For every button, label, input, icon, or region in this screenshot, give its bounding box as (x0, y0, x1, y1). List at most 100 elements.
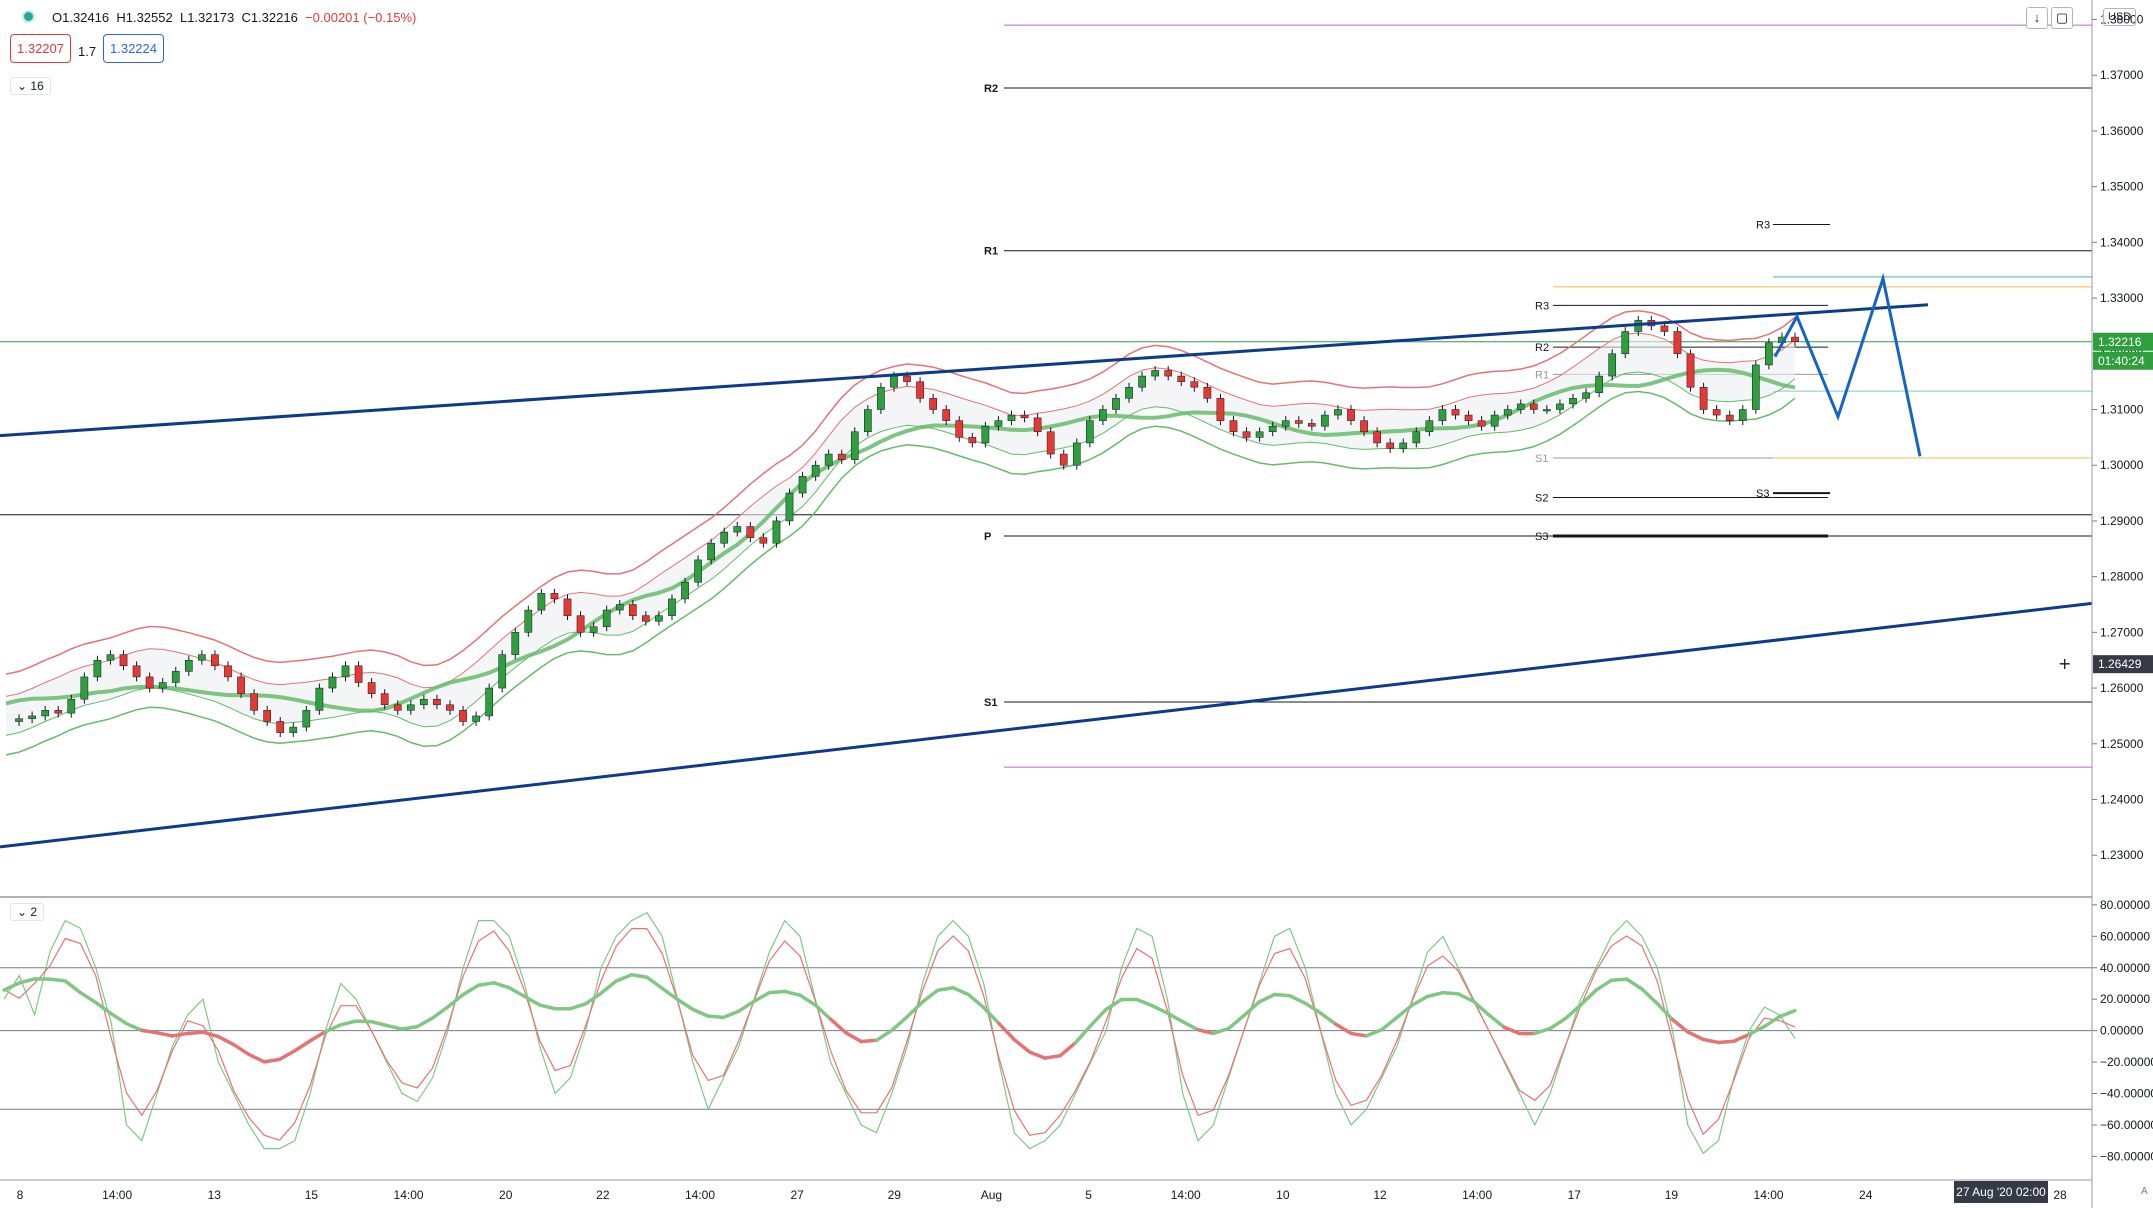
oscillator-signal-segment (798, 993, 818, 1007)
candle-up (994, 420, 1003, 427)
chevron-down-icon: ⌄ (17, 79, 28, 93)
price-tick-label: 1.36000 (2100, 124, 2144, 138)
oscillator-signal-segment (752, 990, 772, 1004)
candle-up (1112, 398, 1120, 410)
candle-down (1660, 325, 1669, 332)
trendlines[interactable] (0, 303, 2093, 849)
candle-up (420, 698, 428, 706)
time-tick-label: 10 (1276, 1188, 1290, 1202)
candle-down (1725, 414, 1734, 421)
trendline[interactable] (0, 601, 2093, 849)
upper-band-red (5, 310, 1796, 675)
oscillator-signal-segment (1410, 994, 1430, 1007)
oscillator-signal-segment (1548, 1016, 1568, 1031)
candle-down (276, 721, 285, 733)
oscillator-signal-segment (1180, 1019, 1200, 1032)
candle-up (511, 632, 520, 655)
candle-up (1543, 409, 1551, 412)
candle-up (720, 531, 729, 544)
price-tick-label: 1.30000 (2100, 458, 2144, 472)
oscillator-signal-segment (293, 1039, 312, 1053)
currency-label[interactable]: USD (2103, 8, 2137, 26)
time-tick-label: 14:00 (1171, 1188, 1201, 1202)
oscillator-signal-segment (476, 981, 496, 988)
candle-down (642, 615, 650, 622)
crosshair-price-label: 1.26429 (2098, 657, 2142, 671)
candle-down (1177, 375, 1186, 382)
symbol-status-icon[interactable] (22, 10, 35, 26)
candle-down (224, 665, 232, 678)
ask-price: 1.32224 (110, 41, 157, 56)
candle-up (1099, 409, 1107, 421)
auto-scale-button[interactable]: A (2141, 1186, 2148, 1197)
oscillator-signal-segment (645, 975, 664, 991)
oscillator-signal-segment (354, 1019, 374, 1024)
candle-up (615, 604, 624, 611)
candle-up (41, 710, 50, 717)
bid-price: 1.32207 (17, 41, 64, 56)
price-tick-label: 1.27000 (2100, 625, 2144, 639)
candle-down (1673, 331, 1682, 355)
price-tick-label: 1.23000 (2100, 848, 2144, 862)
candle-up (537, 593, 546, 611)
restore-icon[interactable]: ▢ (2051, 7, 2073, 29)
osc-tick-label: 0.00000 (2100, 1024, 2144, 1038)
sell-button[interactable]: 1.32207 (10, 34, 71, 63)
time-tick-label: Aug (981, 1188, 1002, 1202)
candle-up (1503, 409, 1512, 416)
oscillator-signal-segment (201, 1030, 221, 1039)
time-tick-label: 14:00 (685, 1188, 715, 1202)
candle-up (1608, 353, 1617, 377)
candle-up (1007, 414, 1016, 421)
oscillator-signal-segment (446, 992, 465, 1009)
time-axis[interactable]: 8 14:00 13 15 14:00 20 22 14:00 27 29 Aug 5 14:00 10 1… (17, 1188, 2067, 1202)
oscillator-signal-segment (1456, 992, 1476, 1004)
buy-button[interactable]: 1.32224 (103, 34, 164, 63)
projection-path[interactable] (1773, 272, 1922, 457)
candle-down (1464, 414, 1473, 421)
price-tick-label: 1.29000 (2100, 514, 2144, 528)
candle-up (289, 726, 298, 733)
oscillator-signal-segment (1425, 990, 1445, 999)
candle-down (132, 665, 141, 678)
candle-down (237, 676, 245, 694)
trendline[interactable] (0, 303, 1929, 438)
candle-up (681, 581, 689, 600)
candle-up (864, 409, 872, 433)
oscillator-signal-segment (1027, 1050, 1047, 1060)
time-tick-label: 14:00 (1754, 1188, 1784, 1202)
daily-pivot-label: R3 (1756, 220, 1770, 232)
candle-up (1621, 331, 1630, 355)
download-icon[interactable]: ↓ (2026, 7, 2048, 29)
oscillator-toggle[interactable]: ⌄ 2 (10, 903, 45, 921)
candle-down (903, 375, 911, 382)
projection-line[interactable] (1773, 272, 1922, 457)
oscillator-signal-segment (461, 983, 481, 997)
oscillator-signal-segment (1349, 1031, 1369, 1038)
candle-down (1059, 453, 1068, 466)
candle-down (628, 604, 637, 616)
oscillator-signal-segment (538, 1003, 557, 1011)
oscillator-signal-segment (691, 1007, 710, 1018)
time-tick-label: 27 (790, 1188, 804, 1202)
candle-down (968, 437, 977, 444)
candle-up (315, 687, 324, 711)
oscillator-signal-segment (231, 1042, 251, 1057)
candle-up (1281, 420, 1290, 427)
indicators-toggle[interactable]: ⌄ 16 (10, 77, 51, 95)
candle-down (263, 710, 272, 722)
candle-up (981, 425, 990, 444)
candle-down (1020, 414, 1029, 419)
oscillator-signal-segment (721, 1009, 741, 1020)
price-axis[interactable]: 1.38000 1.37000 1.36000 1.35000 1.34000 1.330… (2058, 13, 2153, 863)
candle-down (1216, 398, 1225, 421)
candle-up (472, 715, 480, 722)
time-tick-label: 14:00 (394, 1188, 424, 1202)
oscillator-signal-segment (1135, 997, 1154, 1008)
candle-down (1033, 417, 1042, 433)
oscillator-signal-segment (1272, 992, 1292, 998)
oscillator-axis[interactable]: 80.00000 60.00000 40.00000 20.00000 0.00000 −… (2092, 898, 2153, 1164)
oscillator-signal-segment (1533, 1026, 1552, 1036)
lower-band-green (5, 390, 1796, 756)
